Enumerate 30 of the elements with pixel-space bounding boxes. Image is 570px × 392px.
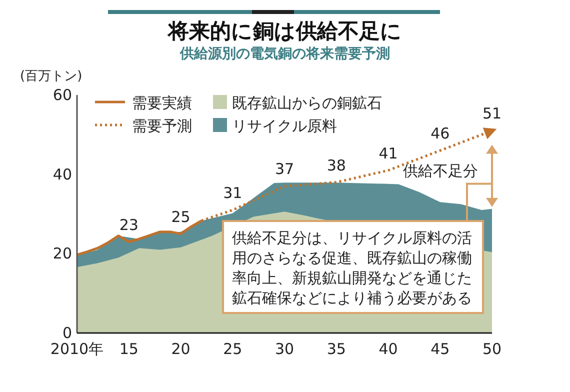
data-label: 31 (223, 184, 242, 202)
legend-label: リサイクル原料 (232, 117, 337, 135)
data-label: 25 (171, 208, 190, 226)
y-tick-label: 40 (52, 165, 72, 184)
x-tick-label: 35 (326, 340, 346, 358)
x-tick-label: 45 (430, 340, 450, 358)
y-tick-label: 0 (62, 324, 72, 342)
data-label: 46 (430, 124, 450, 143)
data-label: 38 (326, 156, 346, 174)
chart-subtitle: 供給源別の電気銅の将来需要予測 (179, 46, 390, 62)
data-label: 37 (274, 160, 294, 178)
x-tick-label: 20 (171, 340, 190, 358)
x-tick-label: 25 (223, 340, 242, 358)
x-tick-label: 30 (274, 340, 294, 358)
y-axis-title: (百万トン) (20, 69, 82, 84)
legend-label: 需要予測 (132, 117, 192, 135)
data-label: 41 (378, 144, 398, 162)
y-tick-label: 60 (52, 86, 72, 104)
annotation: 供給不足分は、リサイクル原料の活用のさらなる促進、既存鉱山の稼働率向上、新規鉱山開発などを通じた鉱石確保などにより補う必要がある (222, 220, 484, 314)
y-tick-label: 20 (52, 244, 72, 263)
x-tick-label: 2010年 (50, 340, 104, 358)
legend-label: 需要実績 (132, 94, 192, 112)
x-tick-label: 40 (378, 340, 398, 358)
data-label: 51 (482, 104, 502, 123)
data-label: 23 (119, 216, 138, 234)
annotation: 供給不足分 (403, 162, 478, 180)
x-tick-label: 50 (482, 340, 502, 358)
legend-label: 既存鉱山からの銅鉱石 (232, 94, 382, 112)
chart-title: 将来的に銅は供給不足に (167, 19, 402, 43)
x-tick-label: 15 (119, 340, 138, 358)
